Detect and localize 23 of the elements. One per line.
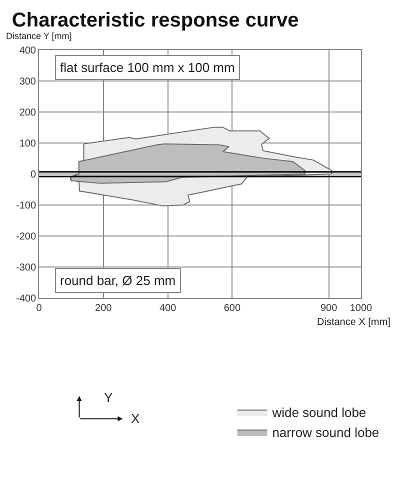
text: X [131,411,140,426]
y-tick-label: 300 [19,76,36,88]
annotation: round bar, Ø 25 mm [60,273,176,288]
y-tick-label: 200 [19,108,36,118]
y-tick-label: 400 [19,46,36,56]
y-tick-label: -100 [16,200,36,212]
x-axis-title: Distance X [mm] [317,317,391,328]
y-tick-label: -200 [16,232,36,242]
y-tick-label: -400 [16,294,36,304]
legend-label: wide sound lobe [271,405,366,420]
y-tick-label: 100 [19,138,36,150]
chart-title: Characteristic response curve [12,9,299,32]
x-tick-label: 400 [159,303,177,314]
legend-label: narrow sound lobe [272,425,380,440]
x-tick-label: 200 [95,303,112,314]
text: Y [104,390,113,405]
x-tick-label: 1000 [350,303,373,314]
x-tick-label: 600 [224,303,241,314]
x-tick-label: 900 [320,303,338,314]
y-tick-label: -300 [16,262,36,274]
y-tick-label: 0 [30,170,36,180]
y-axis-title: Distance Y [mm] [6,31,72,41]
annotation: flat surface 100 mm x 100 mm [60,60,235,75]
